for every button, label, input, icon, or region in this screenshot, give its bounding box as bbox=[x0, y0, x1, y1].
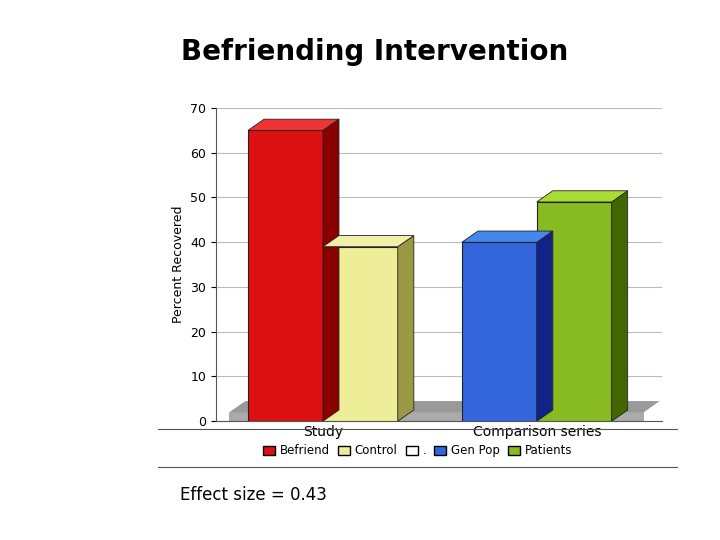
Bar bbox=[248, 130, 323, 421]
Polygon shape bbox=[611, 191, 628, 421]
Polygon shape bbox=[537, 231, 553, 421]
Text: Befriending Intervention: Befriending Intervention bbox=[181, 38, 568, 66]
Bar bbox=[230, 412, 644, 421]
Polygon shape bbox=[462, 231, 553, 242]
Polygon shape bbox=[323, 235, 414, 247]
Polygon shape bbox=[230, 401, 660, 412]
Polygon shape bbox=[248, 119, 339, 130]
Y-axis label: Percent Recovered: Percent Recovered bbox=[172, 206, 185, 323]
Legend: Befriend, Control, ., Gen Pop, Patients: Befriend, Control, ., Gen Pop, Patients bbox=[264, 444, 572, 457]
Bar bbox=[323, 247, 397, 421]
Polygon shape bbox=[397, 235, 414, 421]
Polygon shape bbox=[537, 191, 628, 202]
Polygon shape bbox=[323, 119, 339, 421]
Bar bbox=[462, 242, 537, 421]
Bar bbox=[537, 202, 611, 421]
Text: Effect size = 0.43: Effect size = 0.43 bbox=[180, 486, 327, 504]
